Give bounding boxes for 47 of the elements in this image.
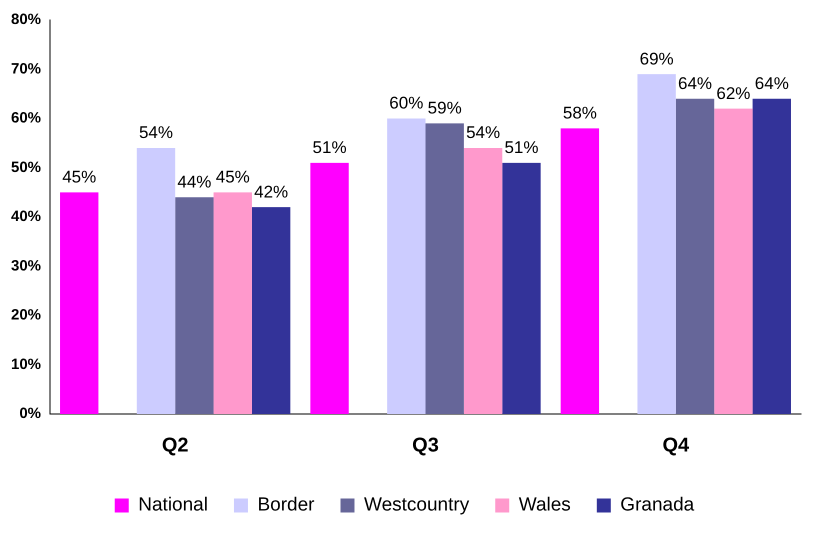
bar: [637, 74, 676, 414]
legend-label: National: [138, 494, 208, 516]
bar: [60, 192, 98, 414]
data-label: 54%: [138, 123, 174, 142]
data-label: 62%: [716, 84, 750, 103]
data-label: 54%: [466, 123, 500, 142]
data-label: 59%: [428, 98, 462, 118]
data-label: 45%: [216, 168, 250, 187]
bar: [502, 162, 541, 414]
data-label: 45%: [62, 168, 96, 187]
legend-label: Westcountry: [364, 494, 470, 516]
bar: [426, 123, 464, 414]
bar: [560, 128, 600, 414]
y-tick-label: 60%: [10, 110, 42, 127]
y-tick-label: 80%: [10, 11, 42, 28]
data-label: 51%: [504, 138, 538, 158]
legend-label: Border: [257, 494, 316, 516]
bar: [310, 162, 349, 414]
y-tick-label: 50%: [10, 158, 42, 176]
bar: [136, 148, 176, 414]
bar: [175, 197, 214, 414]
data-label: 51%: [312, 138, 347, 158]
bar: [464, 148, 502, 414]
data-label: 69%: [640, 49, 674, 68]
data-label: 44%: [177, 172, 212, 192]
bar: [752, 98, 791, 414]
bar: [252, 207, 290, 414]
legend-label: Granada: [620, 494, 695, 516]
data-label: 42%: [254, 182, 288, 202]
data-label: 58%: [562, 104, 597, 123]
data-label: 60%: [389, 94, 424, 113]
y-tick-label: 20%: [10, 306, 42, 324]
x-tick-label: Q2: [162, 434, 189, 457]
bar: [676, 98, 714, 414]
y-tick-label: 70%: [10, 60, 42, 78]
x-tick-label: Q4: [662, 434, 690, 457]
y-tick-label: 0%: [19, 405, 42, 422]
x-tick-label: Q3: [412, 434, 439, 457]
bar: [387, 118, 426, 414]
y-tick-label: 40%: [10, 208, 42, 226]
data-label: 64%: [754, 74, 789, 93]
y-tick-label: 10%: [10, 356, 42, 373]
y-tick-label: 30%: [10, 257, 42, 274]
legend-label: Wales: [518, 494, 571, 516]
data-label: 64%: [678, 74, 712, 93]
bar: [214, 192, 252, 414]
bar: [714, 108, 753, 414]
